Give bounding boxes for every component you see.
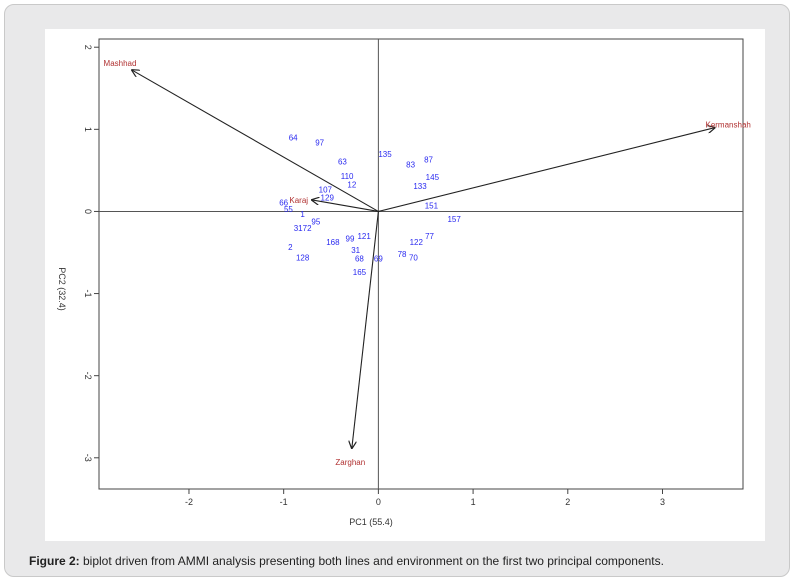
genotype-point-label: 168	[326, 238, 340, 247]
y-axis-label: PC2 (32.4)	[57, 267, 67, 311]
environment-vector	[312, 200, 379, 212]
genotype-point-label: 3172	[294, 224, 312, 233]
genotype-point-label: 31	[351, 246, 360, 255]
genotype-point-label: 128	[296, 253, 310, 262]
genotype-point-label: 121	[357, 232, 371, 241]
y-tick-label: -2	[83, 372, 93, 380]
caption-prefix: Figure 2:	[29, 554, 80, 568]
genotype-point-label: 165	[353, 268, 367, 277]
plot-box	[98, 38, 744, 490]
y-tick-label: 1	[83, 127, 93, 132]
genotype-point-label: 135	[378, 150, 392, 159]
genotype-point-label: 122	[410, 238, 424, 247]
genotype-point-label: 157	[447, 215, 461, 224]
genotype-point-label: 151	[425, 202, 439, 211]
genotype-point-label: 95	[311, 217, 320, 226]
genotype-point-label: 64	[289, 134, 298, 143]
genotype-point-label: 55	[284, 205, 293, 214]
x-tick-label: 0	[376, 497, 381, 507]
genotype-point-label: 133	[413, 182, 427, 191]
genotype-point-label: 145	[426, 173, 440, 182]
plot-panel: -2 -1 0 1 2 3 -3 -2 -1 0 1 2 64 97 135 87 63 83 110 145 12 1…	[45, 29, 765, 541]
genotype-point-label: 1	[300, 210, 305, 219]
y-tick-label: -1	[83, 290, 93, 298]
y-tick-label: -3	[83, 454, 93, 462]
genotype-point-label: 78	[398, 250, 407, 259]
genotype-point-label: 66	[279, 198, 288, 207]
genotype-point-label: 97	[315, 138, 324, 147]
x-tick-label: -2	[185, 497, 193, 507]
environment-label: Mashhad	[104, 59, 137, 68]
genotype-point-label: 77	[425, 232, 434, 241]
genotype-point-label: 99	[346, 235, 355, 244]
genotype-point-label: 107	[319, 185, 333, 194]
x-tick-label: -1	[280, 497, 288, 507]
x-tick-label: 2	[565, 497, 570, 507]
x-tick-label: 1	[471, 497, 476, 507]
genotype-point-label: 63	[338, 157, 347, 166]
genotype-point-label: 2	[288, 243, 293, 252]
environment-label: Karaj	[289, 196, 308, 205]
genotype-point-label: 12	[347, 180, 356, 189]
x-axis-label: PC1 (55.4)	[349, 517, 393, 527]
figure-frame: -2 -1 0 1 2 3 -3 -2 -1 0 1 2 64 97 135 87 63 83 110 145 12 1…	[4, 4, 790, 577]
caption-text: biplot driven from AMMI analysis present…	[79, 554, 664, 568]
genotype-point-label: 83	[406, 161, 415, 170]
genotype-point-label: 110	[341, 172, 354, 181]
y-tick-label: 0	[83, 209, 93, 214]
genotype-point-label: 129	[321, 193, 335, 202]
genotype-point-label: 87	[424, 156, 433, 165]
genotype-point-label: 70	[409, 253, 418, 262]
genotype-point-label: 69	[374, 254, 383, 263]
environment-label: Zarghan	[335, 458, 365, 467]
x-tick-label: 3	[660, 497, 665, 507]
environment-label: Kermanshah	[705, 120, 750, 129]
y-tick-label: 2	[83, 45, 93, 50]
environment-vector	[132, 70, 379, 212]
environment-vector	[352, 211, 379, 447]
genotype-point-label: 68	[355, 254, 364, 263]
figure-caption: Figure 2: biplot driven from AMMI analys…	[29, 554, 664, 568]
environment-vector	[378, 128, 714, 212]
